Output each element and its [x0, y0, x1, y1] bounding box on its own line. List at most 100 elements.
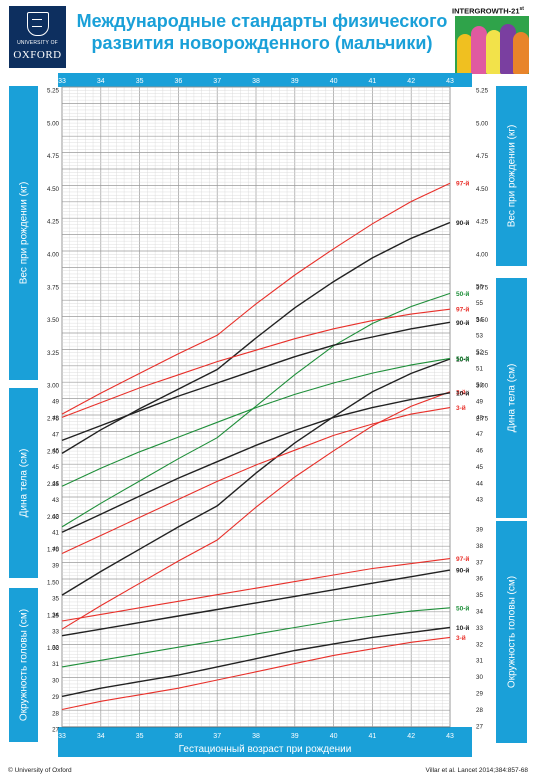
- y-tick-label-right: 38: [476, 543, 483, 550]
- weight-percentile-label: 97-й: [456, 180, 469, 188]
- head-curve-10-й: [61, 626, 451, 698]
- y-tick-label-right: 56: [476, 284, 483, 291]
- x-tick-label-bottom: 37: [213, 733, 221, 740]
- length-curve-97-й: [61, 308, 451, 418]
- y-tick-label-right: 44: [476, 480, 483, 487]
- y-tick-label-left: 31: [52, 661, 59, 668]
- title-line-1: Международные стандарты физического: [76, 11, 448, 31]
- y-tick-label-left: 4.25: [47, 219, 60, 226]
- y-tick-label-right: 31: [476, 658, 483, 665]
- head-percentile-label: 10-й: [456, 624, 469, 632]
- y-tick-label-right: 36: [476, 576, 483, 583]
- x-tick-label-bottom: 39: [291, 733, 299, 740]
- y-tick-label-left: 32: [52, 645, 59, 652]
- x-tick-label-bottom: 38: [252, 733, 260, 740]
- x-tick-label-bottom: 43: [446, 733, 454, 740]
- oxford-label: OXFORD: [13, 49, 62, 61]
- head-percentile-label: 90-й: [456, 567, 469, 575]
- y-tick-label-left: 47: [52, 431, 59, 438]
- length-percentile-label: 90-й: [456, 319, 469, 327]
- page-title: Международные стандарты физического разв…: [72, 10, 452, 54]
- y-tick-label-right: 37: [476, 559, 483, 566]
- y-tick-label-left: 35: [52, 596, 59, 603]
- head-curve-90-й: [61, 569, 451, 637]
- y-tick-label-right: 3.00: [476, 383, 489, 390]
- y-tick-label-right: 53: [476, 333, 483, 340]
- head-bar-left: Окружность головы (см): [9, 588, 38, 742]
- length-curve-50-й: [61, 357, 451, 487]
- footer-copyright: © University of Oxford: [8, 767, 72, 774]
- y-tick-label-left: 41: [52, 530, 59, 537]
- y-tick-label-right: 39: [476, 527, 483, 534]
- intergrowth-sup: st: [519, 6, 524, 12]
- figure-icon: [486, 30, 502, 74]
- y-tick-label-right: 50: [476, 382, 483, 389]
- length-curve-10-й: [61, 392, 451, 533]
- y-tick-label-right: 52: [476, 349, 483, 356]
- y-tick-label-left: 42: [52, 513, 59, 520]
- y-tick-label-right: 2.75: [476, 416, 489, 423]
- oxford-crest-icon: [27, 12, 49, 36]
- y-tick-label-left: 5.25: [47, 88, 60, 95]
- y-tick-label-right: 29: [476, 691, 483, 698]
- y-tick-label-left: 2.50: [47, 448, 60, 455]
- bottom-axis-band: [58, 727, 472, 757]
- y-tick-label-left: 1.00: [47, 645, 60, 652]
- y-tick-label-left: 33: [52, 628, 59, 635]
- y-tick-label-left: 43: [52, 497, 59, 504]
- y-tick-label-left: 1.75: [47, 547, 60, 554]
- y-tick-label-right: 33: [476, 625, 483, 632]
- x-tick-label-top: 35: [136, 78, 144, 85]
- x-tick-label-bottom: 36: [175, 733, 183, 740]
- y-tick-label-left: 2.75: [47, 416, 60, 423]
- y-tick-label-left: 34: [52, 612, 59, 619]
- y-tick-label-left: 3.00: [47, 383, 60, 390]
- length-percentile-label: 97-й: [456, 306, 469, 314]
- x-tick-label-top: 42: [407, 78, 415, 85]
- y-tick-label-left: 4.00: [47, 252, 60, 259]
- head-percentile-label: 3-й: [456, 634, 466, 642]
- weight-percentile-label: 50-й: [456, 290, 469, 298]
- y-tick-label-left: 29: [52, 694, 59, 701]
- head-curve-3-й: [61, 636, 451, 711]
- y-tick-label-right: 4.00: [476, 252, 489, 259]
- length-curve-90-й: [61, 321, 451, 442]
- y-tick-label-left: 4.50: [47, 186, 60, 193]
- weight-percentile-label: 10-й: [456, 355, 469, 363]
- weight-bar-left: Вес при рождении (кг): [9, 86, 38, 380]
- y-tick-label-left: 46: [52, 448, 59, 455]
- y-tick-label-right: 3.75: [476, 284, 489, 291]
- y-tick-label-left: 3.25: [47, 350, 60, 357]
- y-tick-label-right: 28: [476, 707, 483, 714]
- y-tick-label-right: 4.50: [476, 186, 489, 193]
- y-tick-label-left: 4.75: [47, 153, 60, 160]
- y-tick-label-left: 39: [52, 563, 59, 570]
- weight-curve-10-й: [61, 358, 451, 596]
- x-tick-label-top: 36: [175, 78, 183, 85]
- head-percentile-label: 50-й: [456, 604, 469, 612]
- y-tick-label-right: 32: [476, 641, 483, 648]
- figure-icon: [471, 26, 487, 74]
- y-tick-label-left: 44: [52, 481, 59, 488]
- y-tick-label-right: 43: [476, 497, 483, 504]
- x-axis-title: Гестационный возраст при рождении: [179, 744, 352, 755]
- y-tick-label-left: 2.25: [47, 481, 60, 488]
- head-percentile-label: 97-й: [456, 555, 469, 563]
- y-tick-label-right: 47: [476, 431, 483, 438]
- y-tick-label-left: 30: [52, 678, 59, 685]
- x-tick-label-top: 37: [213, 78, 221, 85]
- figure-icon: [500, 24, 516, 74]
- length-percentile-label: 10-й: [456, 389, 469, 397]
- y-tick-label-left: 3.50: [47, 317, 60, 324]
- figure-icon: [457, 34, 473, 74]
- length-percentile-label: 3-й: [456, 404, 466, 412]
- x-tick-label-top: 41: [369, 78, 377, 85]
- y-tick-label-right: 48: [476, 415, 483, 422]
- x-tick-label-top: 34: [97, 78, 105, 85]
- university-label: UNIVERSITY OF: [17, 40, 58, 46]
- y-tick-label-right: 30: [476, 674, 483, 681]
- footer-citation: Villar et al. Lancet 2014;384:857-68: [425, 767, 528, 774]
- y-tick-label-right: 54: [476, 316, 483, 323]
- length-bar-left: Дина тела (см): [9, 388, 38, 578]
